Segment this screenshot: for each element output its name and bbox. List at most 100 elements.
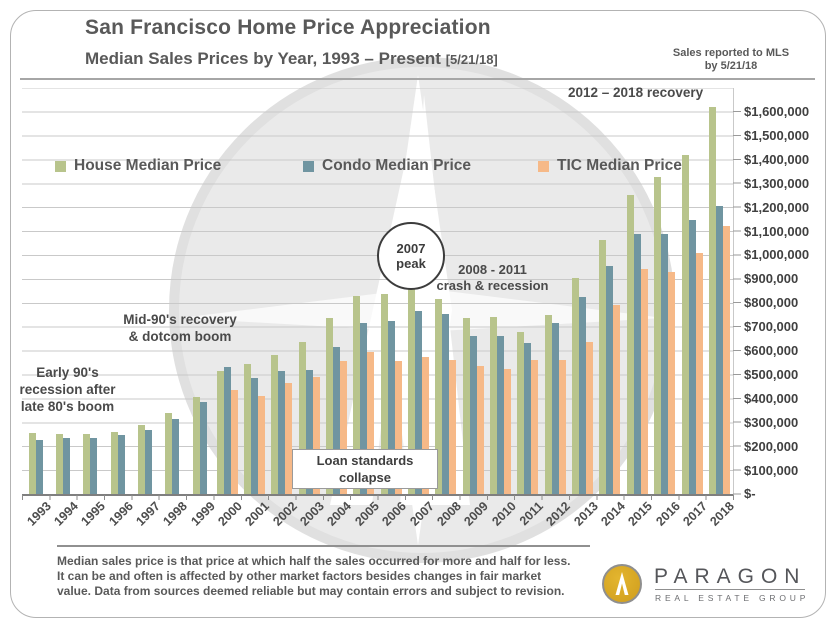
bar-tic-2012 xyxy=(558,360,566,494)
annotation-line: Early 90's xyxy=(36,365,99,380)
annotation-loan-standards-box: Loan standards collapse xyxy=(292,449,438,489)
mls-note-line2: by 5/21/18 xyxy=(704,60,758,72)
bar-tic-2006 xyxy=(394,361,402,494)
bar-house-2008 xyxy=(435,299,443,494)
bar-tic-2007 xyxy=(422,356,429,494)
bar-house-2004 xyxy=(326,318,333,494)
footnote-line: value. Data from sources deemed reliable… xyxy=(57,584,565,598)
bar-condo-2013 xyxy=(579,296,587,494)
bar-tic-2005 xyxy=(367,351,375,494)
legend-item-tic: TIC Median Price xyxy=(538,157,682,175)
legend-item-house: House Median Price xyxy=(55,157,221,175)
bar-condo-1998 xyxy=(172,418,180,494)
bar-condo-2000 xyxy=(223,367,231,494)
y-tick-label: $1,100,000 xyxy=(744,223,810,239)
bar-condo-1995 xyxy=(90,437,98,494)
subtitle-date-note: [5/21/18] xyxy=(445,52,498,67)
footnote: Median sales price is that price at whic… xyxy=(57,554,602,599)
bar-house-2014 xyxy=(599,239,607,494)
mls-reported-note: Sales reported to MLS by 5/21/18 xyxy=(650,47,812,73)
bar-house-2017 xyxy=(681,154,689,494)
bar-condo-2009 xyxy=(469,336,477,494)
annotation-2007-peak-circle: 2007 peak xyxy=(377,222,445,290)
bar-condo-1997 xyxy=(145,429,153,494)
bar-condo-2007 xyxy=(415,311,422,494)
bar-house-2003 xyxy=(298,342,306,494)
page-subtitle: Median Sales Prices by Year, 1993 – Pres… xyxy=(85,49,498,69)
paragon-brand-text: PARAGON xyxy=(654,565,807,588)
paragon-a-mark-icon xyxy=(615,572,629,595)
y-tick-label: $200,000 xyxy=(744,438,799,454)
legend-item-condo: Condo Median Price xyxy=(303,157,471,175)
bar-condo-2018 xyxy=(715,206,723,494)
bar-tic-2015 xyxy=(640,269,648,494)
annotation-early-90s: Early 90's recession after late 80's boo… xyxy=(5,364,130,415)
bar-condo-2011 xyxy=(524,343,532,494)
legend-swatch-tic xyxy=(538,160,549,172)
y-tick-label: $1,600,000 xyxy=(744,104,810,119)
mls-note-line1: Sales reported to MLS xyxy=(672,47,790,59)
bar-tic-2003 xyxy=(312,376,320,494)
bar-condo-2012 xyxy=(551,323,559,494)
bar-condo-1993 xyxy=(35,440,43,494)
y-tick-label: $1,400,000 xyxy=(744,151,810,167)
paragon-logo-icon xyxy=(602,564,642,604)
annotation-line: 2007 xyxy=(396,241,426,256)
bar-house-1997 xyxy=(138,424,146,494)
y-tick-label: $700,000 xyxy=(744,319,799,335)
bar-condo-2010 xyxy=(497,336,505,494)
subtitle-text: Median Sales Prices by Year, 1993 – Pres… xyxy=(85,49,441,68)
bar-condo-2008 xyxy=(442,313,450,494)
y-axis-ticks xyxy=(733,111,741,496)
bar-house-2018 xyxy=(708,106,716,494)
bar-condo-2002 xyxy=(278,370,286,494)
annotation-line: collapse xyxy=(338,470,392,485)
annotation-line: late 80's boom xyxy=(20,399,115,414)
page-title: San Francisco Home Price Appreciation xyxy=(85,16,491,39)
bar-condo-2015 xyxy=(633,233,641,494)
annotation-line: recession after xyxy=(19,382,116,397)
y-tick-label: $1,200,000 xyxy=(744,199,810,215)
bar-house-2010 xyxy=(490,317,498,494)
y-tick-label: $1,300,000 xyxy=(744,175,810,191)
bar-condo-2014 xyxy=(606,265,614,494)
annotation-line: Mid-90's recovery xyxy=(123,312,237,327)
footnote-divider xyxy=(57,545,590,547)
legend-swatch-condo xyxy=(303,160,314,172)
bar-condo-1994 xyxy=(63,437,70,494)
y-tick-label: $1,500,000 xyxy=(744,127,810,143)
y-tick-label: $600,000 xyxy=(744,343,799,358)
bar-house-2012 xyxy=(544,314,552,494)
y-tick-label: $1,000,000 xyxy=(744,247,810,263)
footnote-line: Median sales price is that price at whic… xyxy=(57,554,571,568)
annotation-line: crash & recession xyxy=(436,278,549,293)
bar-tic-2000 xyxy=(230,390,238,494)
annotation-line: peak xyxy=(396,256,426,271)
bar-condo-2005 xyxy=(360,323,368,494)
bar-house-2016 xyxy=(654,177,662,494)
bar-tic-2018 xyxy=(722,226,730,494)
annotation-crash-recession: 2008 - 2011 crash & recession xyxy=(430,262,555,294)
annotation-mid-90s: Mid-90's recovery & dotcom boom xyxy=(110,311,250,345)
footnote-line: It can be and often is affected by other… xyxy=(57,569,542,583)
annotation-2012-2018-recovery: 2012 – 2018 recovery xyxy=(568,85,704,100)
bar-house-1993 xyxy=(28,433,36,494)
bar-condo-2004 xyxy=(333,347,340,494)
bar-tic-2017 xyxy=(695,252,703,494)
bar-tic-2010 xyxy=(504,368,512,494)
bar-tic-2013 xyxy=(586,342,594,494)
x-axis-ticks xyxy=(22,495,734,500)
bar-house-1998 xyxy=(165,412,173,494)
bar-tic-2001 xyxy=(257,396,265,494)
bar-condo-2017 xyxy=(688,220,696,494)
legend-label-house: House Median Price xyxy=(74,157,222,174)
bar-condo-1996 xyxy=(117,435,125,494)
plot-area xyxy=(22,88,734,496)
bar-house-1995 xyxy=(83,434,91,494)
bar-tic-2016 xyxy=(668,271,676,494)
bar-tic-2014 xyxy=(613,305,621,494)
bar-house-2000 xyxy=(216,370,224,494)
bar-condo-2003 xyxy=(305,369,313,494)
bar-house-2009 xyxy=(462,318,470,494)
